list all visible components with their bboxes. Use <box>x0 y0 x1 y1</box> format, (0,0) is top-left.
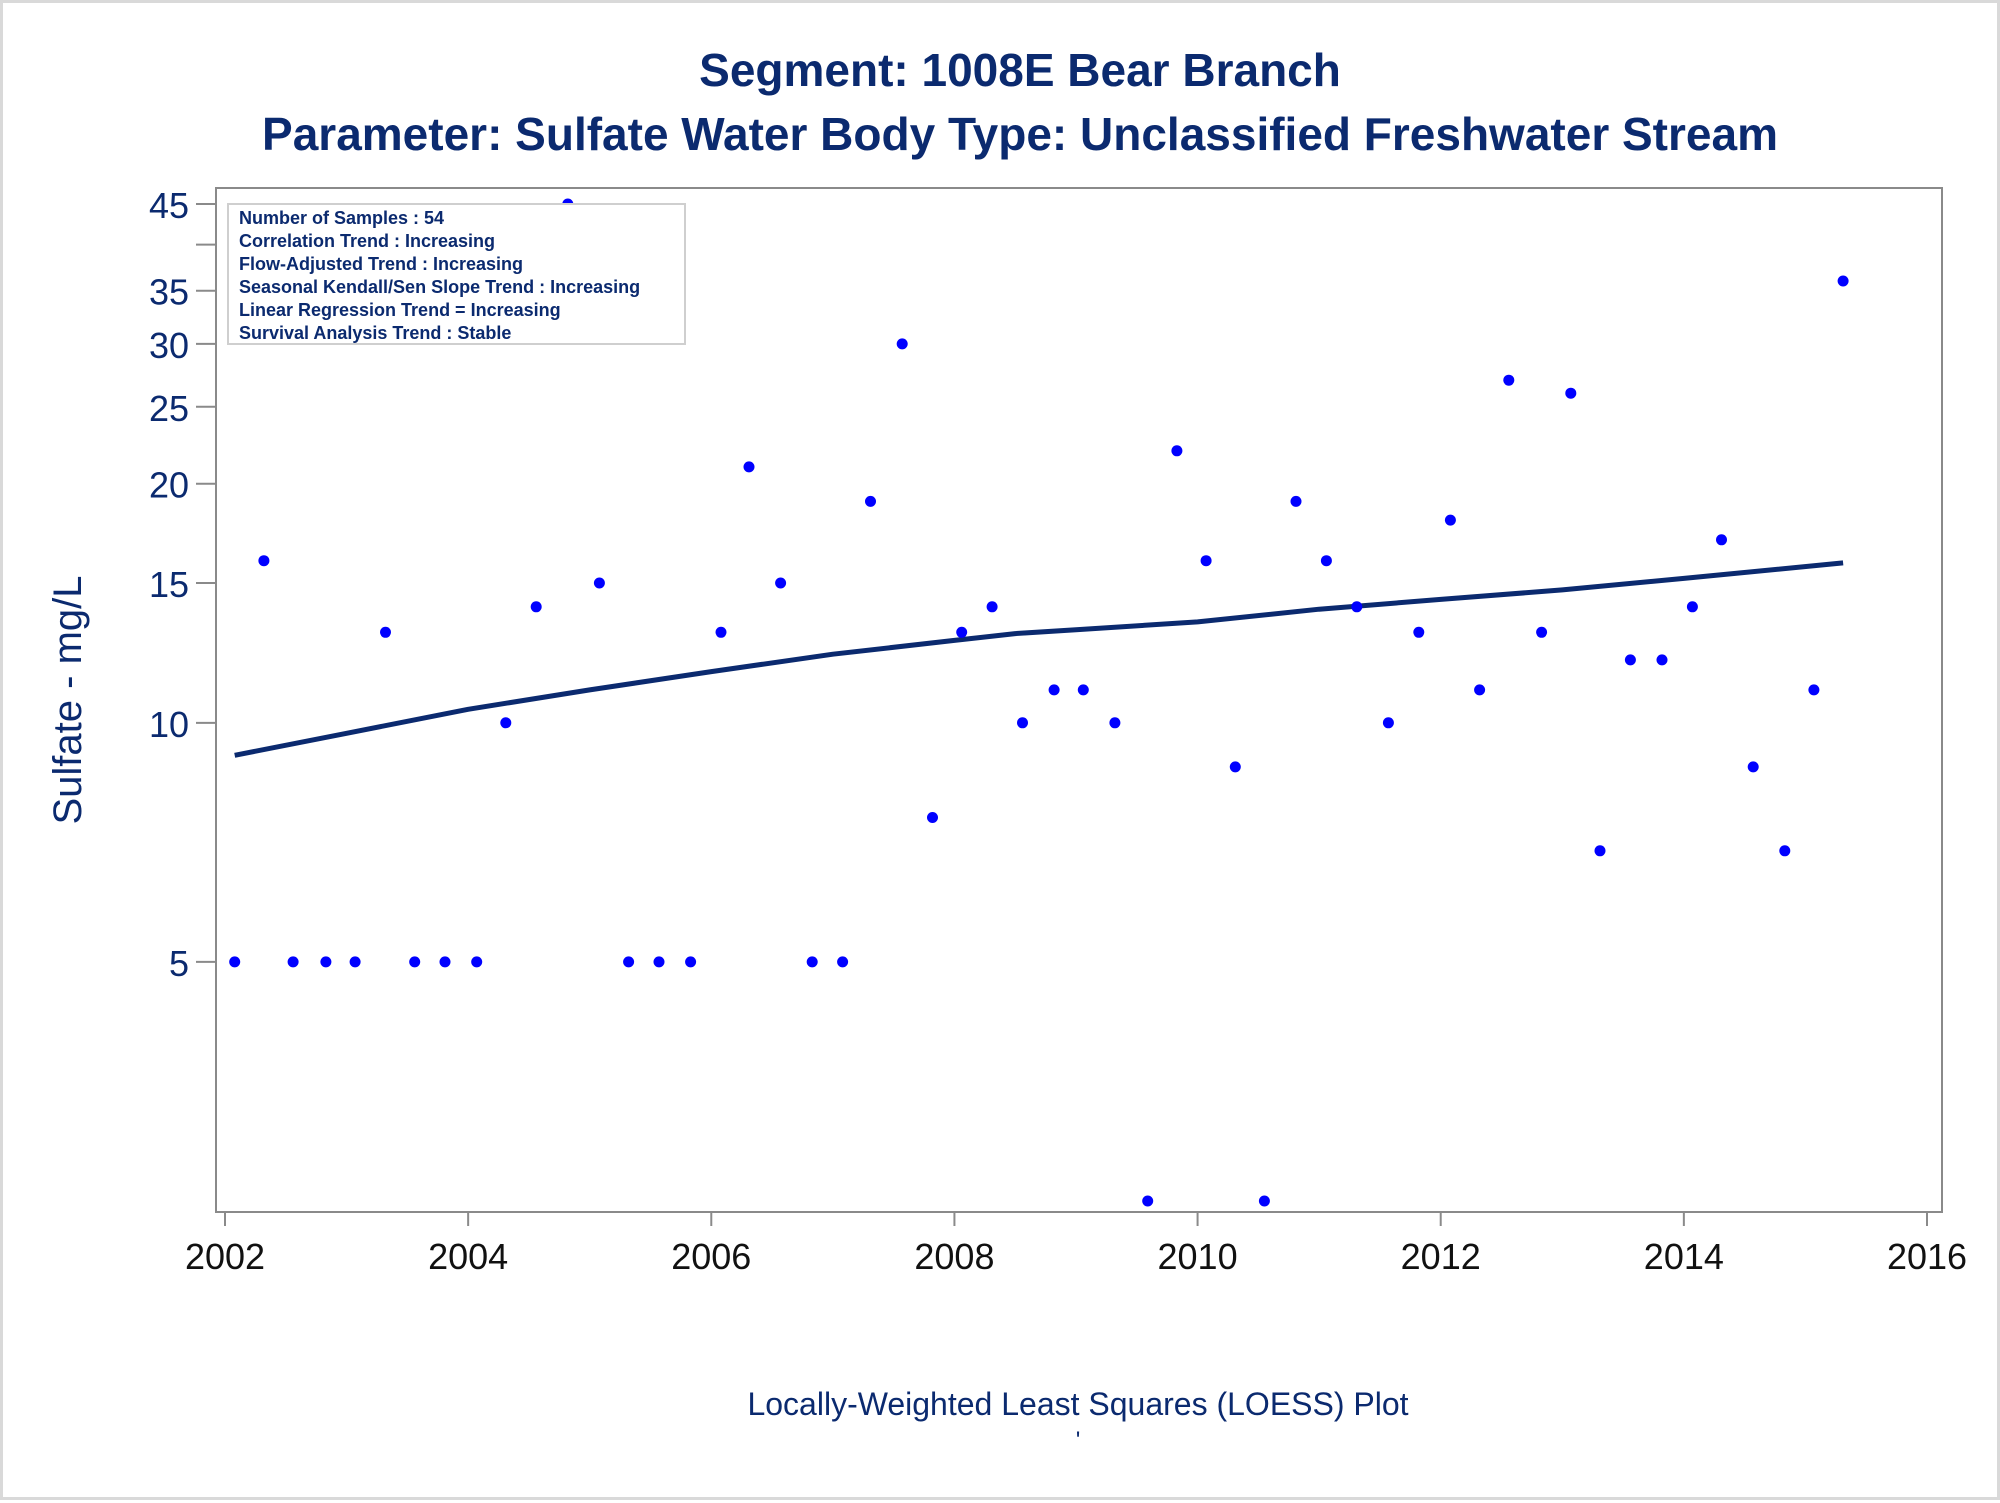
data-point <box>1656 654 1668 666</box>
y-tick-label: 25 <box>149 388 189 429</box>
data-point <box>229 956 241 968</box>
loess-scatter-chart: Segment: 1008E Bear Branch Parameter: Su… <box>46 44 1967 1454</box>
data-point <box>986 601 998 613</box>
y-axis-label: Sulfate - mg/L <box>46 575 90 824</box>
x-tick-label: 2012 <box>1401 1236 1481 1277</box>
x-tick-label: 2004 <box>428 1236 508 1277</box>
data-point <box>1017 717 1028 729</box>
data-point <box>1503 374 1515 386</box>
data-point <box>685 956 697 968</box>
data-point <box>623 956 635 968</box>
x-tick-label: 2008 <box>914 1236 994 1277</box>
data-point <box>1747 761 1759 773</box>
info-flow-adjusted-trend: Flow-Adjusted Trend : Increasing <box>239 254 523 274</box>
data-point <box>1444 514 1456 526</box>
data-point <box>865 495 876 507</box>
data-point <box>287 956 299 968</box>
data-point <box>743 461 755 473</box>
data-point <box>1474 684 1486 696</box>
y-tick-label: 15 <box>149 564 189 605</box>
info-box-frame <box>227 203 686 345</box>
data-point <box>896 338 908 350</box>
data-points-layer <box>229 198 1849 1207</box>
data-point <box>1351 601 1363 613</box>
data-point <box>775 577 787 589</box>
info-correlation-trend: Correlation Trend : Increasing <box>239 231 495 251</box>
chart-subtitle: Parameter: Sulfate Water Body Type: Uncl… <box>262 108 1778 160</box>
data-point <box>1109 717 1121 729</box>
x-tick-label: 2014 <box>1644 1236 1724 1277</box>
data-point <box>1171 445 1183 457</box>
data-point <box>1229 761 1241 773</box>
x-axis-label: Locally-Weighted Least Squares (LOESS) P… <box>747 1386 1408 1422</box>
data-point <box>653 956 665 968</box>
info-linear-regression-trend: Linear Regression Trend = Increasing <box>239 300 561 320</box>
data-point <box>349 956 361 968</box>
data-point <box>1290 495 1302 507</box>
data-point <box>1258 1195 1270 1207</box>
data-point <box>1565 387 1577 399</box>
data-point <box>1686 601 1698 613</box>
data-point <box>439 956 451 968</box>
x-tick-label: 2010 <box>1158 1236 1238 1277</box>
data-point <box>806 956 818 968</box>
y-tick-label: 5 <box>169 943 189 984</box>
data-point <box>956 626 968 638</box>
data-point <box>320 956 332 968</box>
data-point <box>1320 555 1332 567</box>
x-tick-label: 2002 <box>185 1236 265 1277</box>
y-tick-label: 20 <box>149 465 189 506</box>
y-tick-label: 35 <box>149 272 189 313</box>
data-point <box>1716 534 1727 546</box>
data-point <box>1382 717 1394 729</box>
data-point <box>1077 684 1089 696</box>
data-point <box>927 812 938 823</box>
data-point <box>715 626 727 638</box>
data-point <box>1536 626 1548 638</box>
data-point <box>1779 845 1791 857</box>
y-tick-label: 45 <box>149 185 189 226</box>
data-point <box>258 555 270 567</box>
data-point <box>530 601 542 613</box>
y-tick-label: 10 <box>149 704 189 745</box>
info-box: Number of Samples : 54 Correlation Trend… <box>227 203 686 345</box>
data-point <box>837 956 849 968</box>
data-point <box>1594 845 1606 857</box>
data-point <box>1837 275 1849 287</box>
loess-trend-layer <box>234 560 1844 758</box>
data-point <box>1413 626 1425 638</box>
y-axis: 5 10 15 20 25 30 35 45 <box>149 185 216 984</box>
data-point <box>1142 1195 1154 1207</box>
footnote-mark: ' <box>1076 1427 1081 1454</box>
data-point <box>1048 684 1060 696</box>
y-tick-label: 30 <box>149 325 189 366</box>
data-point <box>500 717 512 729</box>
info-seasonal-kendall-trend: Seasonal Kendall/Sen Slope Trend : Incre… <box>239 277 640 297</box>
x-tick-label: 2006 <box>671 1236 751 1277</box>
data-point <box>409 956 421 968</box>
data-point <box>471 956 483 968</box>
info-samples: Number of Samples : 54 <box>239 208 444 228</box>
x-tick-label: 2016 <box>1887 1236 1967 1277</box>
data-point <box>380 626 391 638</box>
plot-area-frame <box>215 187 1943 1213</box>
data-point <box>1624 654 1636 666</box>
data-point <box>1200 555 1212 567</box>
loess-trend-line <box>234 560 1844 758</box>
info-survival-analysis-trend: Survival Analysis Trend : Stable <box>239 323 511 343</box>
data-point <box>593 577 605 589</box>
data-point <box>1808 684 1820 696</box>
chart-title: Segment: 1008E Bear Branch <box>699 44 1341 96</box>
x-axis: 2002 2004 2006 2008 2010 2012 2014 2016 <box>185 1212 1967 1277</box>
